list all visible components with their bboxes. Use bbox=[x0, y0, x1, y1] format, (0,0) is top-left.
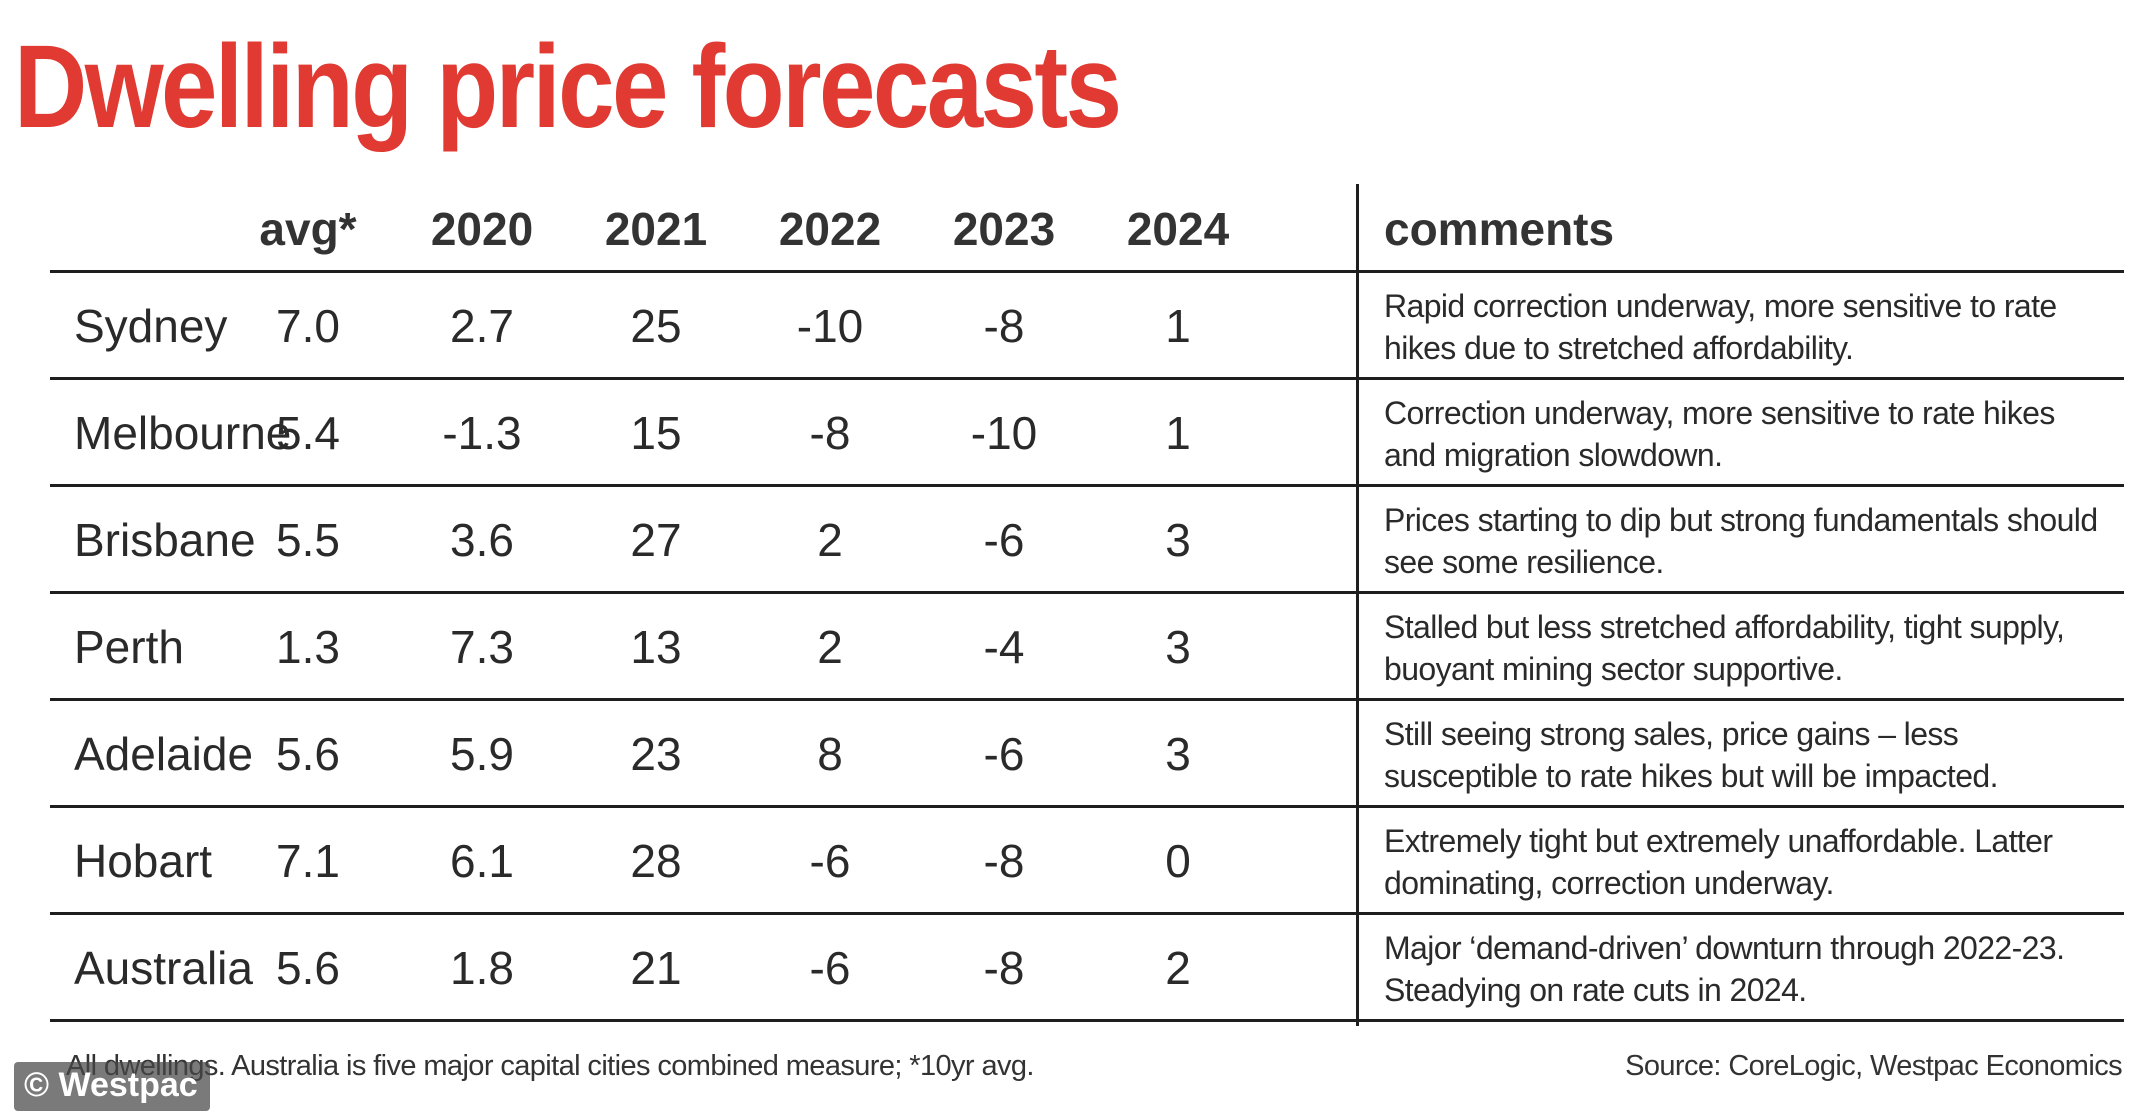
cell-2020: 7.3 bbox=[450, 621, 514, 673]
cell-2022: 8 bbox=[817, 728, 843, 780]
cell-avg: 5.5 bbox=[276, 514, 340, 566]
cell-2024: 2 bbox=[1165, 942, 1191, 994]
cell-2024: 1 bbox=[1165, 407, 1191, 459]
row-city: Sydney bbox=[74, 300, 228, 352]
table-row: Melbourne 5.4 -1.3 15 -8 -10 1 Correctio… bbox=[50, 380, 2124, 487]
chart-title: Dwelling price forecasts bbox=[14, 21, 1122, 153]
row-comment: Extremely tight but extremely unaffordab… bbox=[1384, 823, 2053, 901]
cell-2022: -6 bbox=[809, 942, 851, 994]
table-row: Perth 1.3 7.3 13 2 -4 3 Stalled but less… bbox=[50, 594, 2124, 701]
comments-divider bbox=[1356, 184, 1359, 1026]
cell-2024: 1 bbox=[1165, 300, 1191, 352]
cell-2020: 2.7 bbox=[450, 300, 514, 352]
cell-2021: 28 bbox=[630, 835, 682, 887]
cell-2024: 0 bbox=[1165, 835, 1191, 887]
table-row: Hobart 7.1 6.1 28 -6 -8 0 Extremely tigh… bbox=[50, 808, 2124, 915]
cell-2024: 3 bbox=[1165, 728, 1191, 780]
row-comment: Still seeing strong sales, price gains –… bbox=[1384, 716, 1999, 794]
cell-2024: 3 bbox=[1165, 514, 1191, 566]
cell-2023: -10 bbox=[970, 407, 1038, 459]
row-city: Brisbane bbox=[74, 514, 256, 566]
cell-avg: 5.6 bbox=[276, 942, 340, 994]
cell-2022: 2 bbox=[817, 621, 843, 673]
table-row: Brisbane 5.5 3.6 27 2 -6 3 Prices starti… bbox=[50, 487, 2124, 594]
row-city: Melbourne bbox=[74, 407, 292, 459]
cell-2021: 15 bbox=[630, 407, 682, 459]
cell-2023: -6 bbox=[983, 728, 1025, 780]
table-header: avg* 2020 2021 2022 2023 2024 comments bbox=[50, 184, 2124, 273]
table-row: Australia 5.6 1.8 21 -6 -8 2 Major ‘dema… bbox=[50, 915, 2124, 1022]
header-2020: 2020 bbox=[430, 203, 534, 255]
cell-2020: -1.3 bbox=[442, 407, 522, 459]
footnote: All dwellings. Australia is five major c… bbox=[66, 1050, 1034, 1082]
cell-2022: 2 bbox=[817, 514, 843, 566]
cell-2020: 5.9 bbox=[450, 728, 514, 780]
header-2021: 2021 bbox=[604, 203, 708, 255]
row-comment: Stalled but less stretched affordability… bbox=[1384, 609, 2065, 687]
header-2024: 2024 bbox=[1126, 203, 1230, 255]
cell-avg: 5.6 bbox=[276, 728, 340, 780]
table-row: Adelaide 5.6 5.9 23 8 -6 3 Still seeing … bbox=[50, 701, 2124, 808]
cell-2021: 21 bbox=[630, 942, 682, 994]
header-2022: 2022 bbox=[778, 203, 882, 255]
cell-avg: 7.0 bbox=[276, 300, 340, 352]
cell-avg: 1.3 bbox=[276, 621, 340, 673]
source-credit: Source: CoreLogic, Westpac Economics bbox=[1625, 1050, 2122, 1082]
cell-2022: -10 bbox=[796, 300, 864, 352]
cell-2020: 6.1 bbox=[450, 835, 514, 887]
cell-2022: -6 bbox=[809, 835, 851, 887]
cell-2021: 27 bbox=[630, 514, 682, 566]
forecast-table: avg* 2020 2021 2022 2023 2024 comments S… bbox=[50, 184, 2124, 1026]
cell-2020: 1.8 bbox=[450, 942, 514, 994]
cell-2023: -8 bbox=[983, 835, 1025, 887]
watermark-badge: © Westpac bbox=[14, 1062, 210, 1111]
row-comment: Rapid correction underway, more sensitiv… bbox=[1384, 288, 2057, 366]
row-city: Perth bbox=[74, 621, 184, 673]
row-city: Adelaide bbox=[74, 728, 254, 780]
table-row: Sydney 7.0 2.7 25 -10 -8 1 Rapid correct… bbox=[50, 273, 2124, 380]
header-comments: comments bbox=[1384, 203, 1615, 255]
cell-2023: -6 bbox=[983, 514, 1025, 566]
row-comment: Correction underway, more sensitive to r… bbox=[1384, 395, 2055, 473]
cell-2024: 3 bbox=[1165, 621, 1191, 673]
row-city: Australia bbox=[74, 942, 253, 994]
row-comment: Major ‘demand-driven’ downturn through 2… bbox=[1384, 930, 2065, 1008]
cell-2020: 3.6 bbox=[450, 514, 514, 566]
row-comment: Prices starting to dip but strong fundam… bbox=[1384, 502, 2098, 580]
cell-2023: -4 bbox=[983, 621, 1025, 673]
cell-2023: -8 bbox=[983, 942, 1025, 994]
cell-avg: 5.4 bbox=[276, 407, 340, 459]
cell-2021: 23 bbox=[630, 728, 682, 780]
cell-2021: 25 bbox=[630, 300, 682, 352]
header-2023: 2023 bbox=[952, 203, 1056, 255]
cell-2021: 13 bbox=[630, 621, 682, 673]
cell-2022: -8 bbox=[809, 407, 851, 459]
cell-2023: -8 bbox=[983, 300, 1025, 352]
cell-avg: 7.1 bbox=[276, 835, 340, 887]
row-city: Hobart bbox=[74, 835, 213, 887]
header-avg: avg* bbox=[259, 203, 357, 255]
